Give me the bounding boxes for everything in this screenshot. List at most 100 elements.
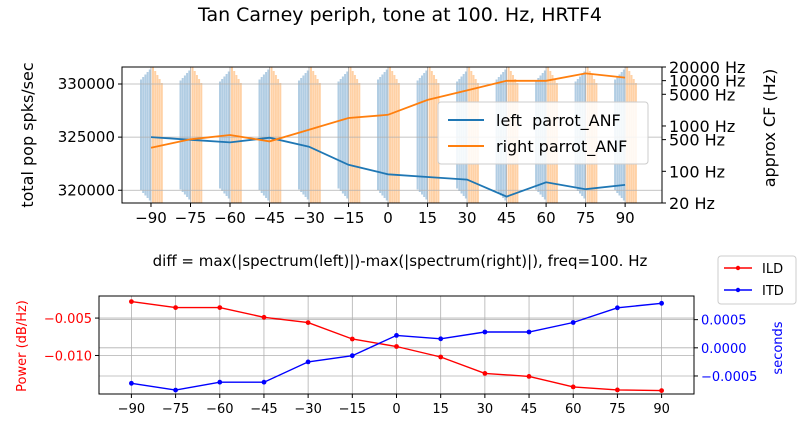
top-right-tick-label: 5000 Hz bbox=[669, 85, 735, 104]
legend-label-itd: ITD bbox=[762, 284, 784, 299]
raster-left-band bbox=[306, 70, 309, 200]
raster-left-band bbox=[377, 79, 379, 191]
raster-left-band bbox=[300, 78, 303, 192]
raster-left-band bbox=[379, 77, 382, 193]
raster-left-band bbox=[385, 69, 388, 201]
legend-label-ild: ILD bbox=[762, 262, 783, 277]
ild-point bbox=[438, 354, 444, 360]
bottom-x-tick-label: −15 bbox=[339, 402, 366, 417]
raster-right-band bbox=[318, 83, 321, 203]
raster-right-band bbox=[239, 83, 242, 203]
top-legend-box bbox=[437, 101, 649, 165]
raster-right-band bbox=[435, 79, 438, 203]
bottom-x-tick-label: 75 bbox=[609, 402, 626, 417]
raster-left-band bbox=[418, 78, 421, 192]
top-right-axis-label: approx CF (Hz) bbox=[760, 69, 779, 188]
itd-point bbox=[173, 387, 179, 393]
raster-left-band bbox=[146, 72, 149, 198]
raster-right-band bbox=[158, 79, 161, 203]
raster-right-band bbox=[428, 67, 431, 203]
bottom-y-tick-label: −0.010 bbox=[44, 349, 92, 364]
raster-right-band bbox=[316, 79, 319, 203]
itd-point bbox=[659, 300, 664, 306]
ild-point bbox=[305, 320, 311, 325]
raster-right-band bbox=[160, 83, 163, 203]
raster-right-band bbox=[358, 83, 361, 203]
raster-left-band bbox=[298, 80, 300, 190]
top-x-tick-label: −45 bbox=[254, 209, 286, 227]
bottom-right-ticks: 0.0005 0.0000 −0.0005 bbox=[694, 314, 757, 385]
itd-point bbox=[482, 329, 488, 335]
raster-left-band bbox=[140, 79, 142, 191]
legend-marker-ild bbox=[735, 265, 741, 271]
raster-left-band bbox=[186, 73, 189, 197]
top-x-ticks: −90 −75 −60 −45 −30 −15 0 15 30 45 60 75 90 bbox=[135, 203, 635, 227]
bottom-right-tick-label: 0.0000 bbox=[701, 342, 747, 357]
top-legend: left parrot_ANF right parrot_ANF bbox=[437, 101, 649, 165]
raster-right-band bbox=[314, 75, 317, 203]
top-y-axis-label: total pop spks/sec bbox=[18, 62, 37, 207]
top-y-tick-label: 330000 bbox=[58, 75, 115, 93]
top-x-tick-label: −15 bbox=[333, 209, 365, 227]
ild-point bbox=[570, 384, 576, 390]
bottom-right-tick-label: −0.0005 bbox=[701, 370, 757, 385]
bottom-right-tick-label: 0.0005 bbox=[701, 314, 747, 329]
raster-left-band bbox=[383, 72, 386, 198]
top-x-tick-label: 45 bbox=[497, 209, 516, 227]
right-parrot-anf-line bbox=[150, 72, 626, 149]
bottom-x-tick-label: 45 bbox=[521, 402, 538, 417]
ild-point bbox=[394, 344, 399, 349]
bottom-x-tick-label: 15 bbox=[432, 402, 449, 417]
ild-point bbox=[482, 371, 488, 376]
top-y-tick-label: 325000 bbox=[58, 128, 115, 146]
itd-point bbox=[305, 359, 311, 365]
bottom-legend: ILD ITD bbox=[717, 255, 797, 305]
raster-left-band bbox=[183, 75, 186, 195]
raster-left-band bbox=[219, 81, 221, 189]
bottom-x-tick-label: 30 bbox=[477, 402, 494, 417]
ild-point bbox=[261, 314, 267, 320]
raster-left-band bbox=[423, 73, 426, 197]
bottom-right-axis-label: seconds bbox=[771, 321, 786, 374]
bottom-x-tick-label: 0 bbox=[392, 402, 400, 417]
raster-right-band bbox=[152, 67, 154, 203]
raster-right-band bbox=[393, 75, 396, 203]
bottom-x-tick-label: 90 bbox=[653, 402, 670, 417]
raster-left-band bbox=[188, 70, 191, 200]
bottom-y-axis-label: Power (dB/Hz) bbox=[15, 300, 30, 392]
raster-left-band bbox=[267, 69, 270, 201]
top-chart-title: Tan Carney periph, tone at 100. Hz, HRTF… bbox=[197, 4, 602, 26]
top-x-tick-label: −30 bbox=[293, 209, 325, 227]
raster-right-band bbox=[353, 75, 356, 203]
top-right-tick-label: 20 Hz bbox=[669, 194, 715, 213]
itd-point bbox=[129, 380, 134, 386]
raster-left-band bbox=[381, 74, 384, 196]
raster-right-band bbox=[356, 79, 359, 203]
raster-right-band bbox=[200, 83, 203, 203]
itd-point bbox=[526, 329, 532, 335]
top-x-tick-label: −75 bbox=[175, 209, 207, 227]
top-y-ticks: 320000 325000 330000 bbox=[58, 75, 122, 199]
raster-left-band bbox=[339, 79, 342, 191]
raster-right-band bbox=[310, 67, 312, 203]
raster-left-band bbox=[262, 74, 265, 196]
itd-point bbox=[261, 379, 267, 385]
top-x-tick-label: −60 bbox=[214, 209, 246, 227]
raster-right-band bbox=[279, 83, 282, 203]
raster-left-band bbox=[142, 77, 145, 193]
bottom-x-tick-label: −30 bbox=[294, 402, 321, 417]
bottom-x-tick-label: −90 bbox=[118, 402, 145, 417]
bottom-x-tick-label: −45 bbox=[250, 402, 277, 417]
raster-left-band bbox=[304, 73, 307, 197]
legend-label-left-parrot-anf: left parrot_ANF bbox=[496, 111, 621, 131]
top-x-tick-label: 60 bbox=[537, 209, 556, 227]
itd-point bbox=[570, 320, 576, 325]
raster-right-band bbox=[156, 75, 159, 203]
raster-left-band bbox=[260, 77, 263, 193]
bottom-grid bbox=[99, 296, 694, 394]
top-right-tick-label: 10000 Hz bbox=[669, 72, 745, 91]
left-parrot-anf-line bbox=[150, 136, 626, 198]
ild-point bbox=[173, 305, 179, 310]
